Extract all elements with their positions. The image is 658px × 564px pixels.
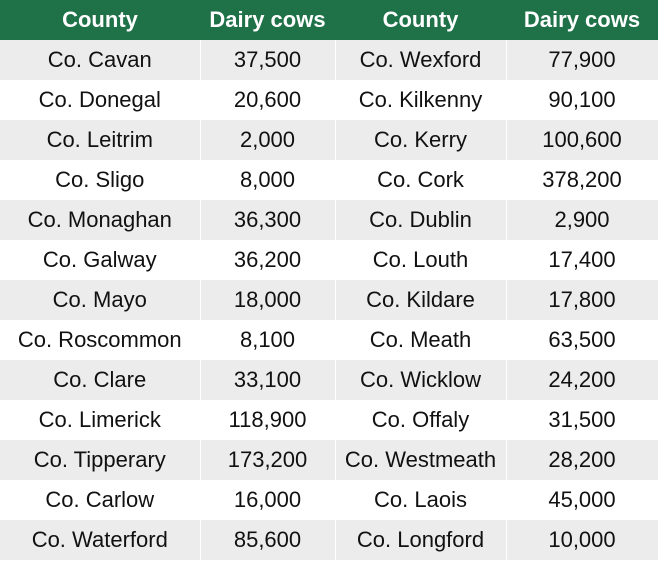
table-row: Co. Cavan 37,500 Co. Wexford 77,900 [0, 40, 658, 80]
dairy-cows-cell: 118,900 [200, 400, 336, 440]
county-cell: Co. Westmeath [335, 440, 507, 480]
table-row: Co. Galway 36,200 Co. Louth 17,400 [0, 240, 658, 280]
dairy-cows-cell: 28,200 [506, 440, 658, 480]
county-cell: Co. Cavan [0, 40, 201, 80]
dairy-cows-cell: 33,100 [200, 360, 336, 400]
county-cell: Co. Laois [335, 480, 507, 520]
dairy-cows-cell: 20,600 [200, 80, 336, 120]
dairy-cows-cell: 37,500 [200, 40, 336, 80]
dairy-cows-cell: 173,200 [200, 440, 336, 480]
county-cell: Co. Wexford [335, 40, 507, 80]
table-row: Co. Clare 33,100 Co. Wicklow 24,200 [0, 360, 658, 400]
dairy-cows-cell: 85,600 [200, 520, 336, 560]
table-row: Co. Waterford 85,600 Co. Longford 10,000 [0, 520, 658, 560]
table-header-row: County Dairy cows County Dairy cows [0, 0, 658, 40]
county-cell: Co. Galway [0, 240, 201, 280]
table-row: Co. Limerick 118,900 Co. Offaly 31,500 [0, 400, 658, 440]
dairy-cows-cell: 10,000 [506, 520, 658, 560]
county-cell: Co. Cork [335, 160, 507, 200]
table-row: Co. Donegal 20,600 Co. Kilkenny 90,100 [0, 80, 658, 120]
dairy-cows-cell: 8,100 [200, 320, 336, 360]
county-cell: Co. Limerick [0, 400, 201, 440]
table-row: Co. Sligo 8,000 Co. Cork 378,200 [0, 160, 658, 200]
table-row: Co. Carlow 16,000 Co. Laois 45,000 [0, 480, 658, 520]
county-cell: Co. Sligo [0, 160, 201, 200]
county-cell: Co. Tipperary [0, 440, 201, 480]
dairy-cows-cell: 17,800 [506, 280, 658, 320]
dairy-cows-cell: 36,300 [200, 200, 336, 240]
column-header-dairy-cows-1: Dairy cows [200, 0, 335, 40]
county-cell: Co. Roscommon [0, 320, 201, 360]
county-cell: Co. Kildare [335, 280, 507, 320]
county-cell: Co. Kerry [335, 120, 507, 160]
dairy-cows-cell: 2,000 [200, 120, 336, 160]
dairy-cows-cell: 77,900 [506, 40, 658, 80]
table-row: Co. Roscommon 8,100 Co. Meath 63,500 [0, 320, 658, 360]
county-cell: Co. Kilkenny [335, 80, 507, 120]
dairy-cows-cell: 31,500 [506, 400, 658, 440]
county-cell: Co. Longford [335, 520, 507, 560]
county-cell: Co. Mayo [0, 280, 201, 320]
dairy-cows-cell: 100,600 [506, 120, 658, 160]
dairy-cows-cell: 45,000 [506, 480, 658, 520]
county-cell: Co. Offaly [335, 400, 507, 440]
table-body: Co. Cavan 37,500 Co. Wexford 77,900 Co. Done… [0, 40, 658, 560]
county-cell: Co. Carlow [0, 480, 201, 520]
county-cell: Co. Wicklow [335, 360, 507, 400]
dairy-cows-cell: 24,200 [506, 360, 658, 400]
dairy-cows-cell: 8,000 [200, 160, 336, 200]
table-row: Co. Leitrim 2,000 Co. Kerry 100,600 [0, 120, 658, 160]
column-header-dairy-cows-2: Dairy cows [506, 0, 658, 40]
county-cell: Co. Clare [0, 360, 201, 400]
county-cell: Co. Waterford [0, 520, 201, 560]
dairy-cows-cell: 2,900 [506, 200, 658, 240]
column-header-county-2: County [335, 0, 506, 40]
county-cell: Co. Meath [335, 320, 507, 360]
county-cell: Co. Dublin [335, 200, 507, 240]
table-row: Co. Mayo 18,000 Co. Kildare 17,800 [0, 280, 658, 320]
dairy-cows-cell: 378,200 [506, 160, 658, 200]
table-row: Co. Monaghan 36,300 Co. Dublin 2,900 [0, 200, 658, 240]
dairy-cows-cell: 63,500 [506, 320, 658, 360]
county-cell: Co. Donegal [0, 80, 201, 120]
column-header-county-1: County [0, 0, 200, 40]
table-row: Co. Tipperary 173,200 Co. Westmeath 28,200 [0, 440, 658, 480]
dairy-cows-cell: 36,200 [200, 240, 336, 280]
dairy-cows-cell: 18,000 [200, 280, 336, 320]
county-cell: Co. Monaghan [0, 200, 201, 240]
county-cell: Co. Louth [335, 240, 507, 280]
dairy-cows-cell: 17,400 [506, 240, 658, 280]
county-cell: Co. Leitrim [0, 120, 201, 160]
dairy-cows-cell: 16,000 [200, 480, 336, 520]
dairy-cows-cell: 90,100 [506, 80, 658, 120]
